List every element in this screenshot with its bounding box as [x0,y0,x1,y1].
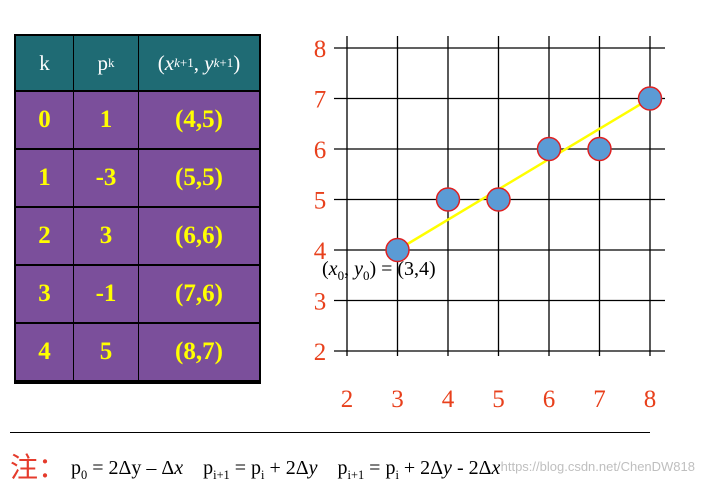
table-row: 0 1 (4,5) [16,92,259,150]
x-tick-label: 3 [391,386,404,413]
x-tick-label: 8 [644,386,657,413]
x-tick-label: 4 [442,386,455,413]
cell-point: (8,7) [175,338,223,365]
cell-pk: 5 [99,338,113,365]
cell-k: 2 [38,222,51,249]
cell-k: 1 [38,164,51,191]
table-row: 3 -1 (7,6) [16,266,259,324]
x-tick-label: 6 [543,386,556,413]
divider [10,432,650,433]
plotted-pixel [587,136,612,162]
x-tick-label: 5 [492,386,505,413]
plotted-pixel [486,187,511,212]
ideal-line [396,97,651,252]
cell-k: 4 [38,338,51,365]
formula-pi1-b: pi+1 = pi + 2Δy - 2Δx [337,457,501,482]
table-row: 2 3 (6,6) [16,208,259,266]
cell-point: (6,6) [175,222,223,249]
cell-point: (7,6) [175,280,223,307]
cell-k: 3 [38,280,51,307]
y-tick-label: 4 [314,238,327,265]
x-tick-label: 7 [593,386,606,413]
table-row: 1 -3 (5,5) [16,150,259,208]
plotted-pixel [637,86,663,111]
y-tick-label: 7 [314,87,327,114]
header-k: k [39,50,50,75]
cell-pk: 1 [99,106,113,133]
cell-pk: -3 [95,164,117,191]
table-row: 4 5 (8,7) [16,324,259,382]
cell-point: (5,5) [175,164,223,191]
plotted-pixel [385,237,410,263]
y-tick-label: 5 [314,188,327,215]
watermark: https://blog.csdn.net/ChenDW818 [500,459,695,474]
start-point-label: (x0, y0) = (3,4) [322,258,436,283]
y-tick-label: 2 [314,339,327,366]
cell-pk: 3 [99,222,113,249]
formula-pi1-a: pi+1 = pi + 2Δy [203,457,318,482]
x-tick-label: 2 [341,386,354,413]
formula-p0: p0 = 2Δy – Δx [71,457,184,482]
note-prefix: 注： [10,451,67,484]
plotted-pixel [536,136,562,162]
y-tick-label: 3 [314,289,327,316]
cell-k: 0 [38,106,51,133]
y-tick-label: 8 [314,36,327,63]
cell-point: (4,5) [175,106,223,133]
header-next-point: (x k+1, y k+1) [157,50,241,75]
y-tick-label: 6 [314,137,327,164]
plotted-pixel [435,187,461,212]
note-formulas: 注： p0 = 2Δy – Δx pi+1 = pi + 2Δy pi+1 = … [10,446,500,486]
cell-pk: -1 [95,280,117,307]
